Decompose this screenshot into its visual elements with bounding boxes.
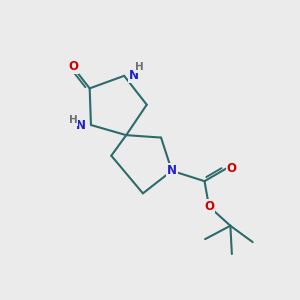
- Text: O: O: [68, 60, 78, 73]
- Text: H: H: [69, 115, 77, 125]
- Text: H: H: [135, 62, 144, 73]
- Text: O: O: [227, 162, 237, 175]
- Text: O: O: [204, 200, 214, 213]
- Text: N: N: [167, 164, 177, 177]
- Text: N: N: [76, 118, 85, 131]
- Text: N: N: [129, 69, 139, 82]
